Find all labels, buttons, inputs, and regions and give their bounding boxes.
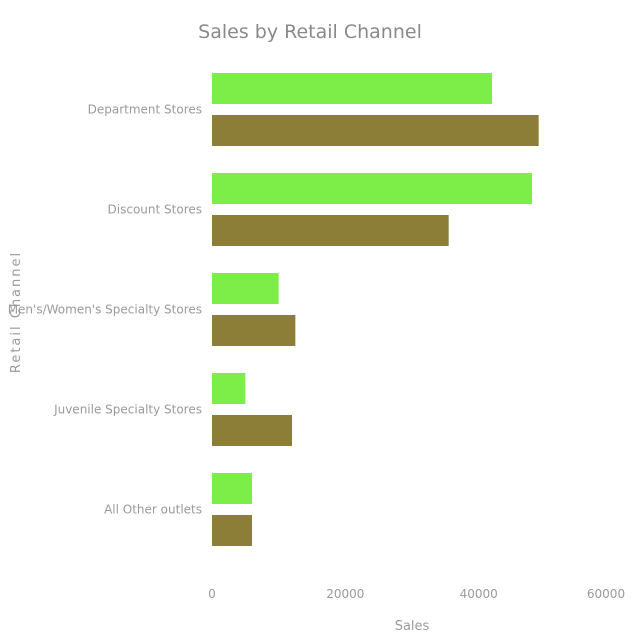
x-tick-label: 40000 <box>460 587 498 601</box>
bar-series-2 <box>212 415 292 446</box>
bars <box>212 73 539 546</box>
bar-series-2 <box>212 115 539 146</box>
x-tick-label: 0 <box>208 587 216 601</box>
bar-series-1 <box>212 73 492 104</box>
bar-series-2 <box>212 215 449 246</box>
x-tick-label: 60000 <box>587 587 625 601</box>
bar-series-1 <box>212 173 532 204</box>
bar-series-2 <box>212 515 252 546</box>
x-axis-tick-labels: 0 20000 40000 60000 <box>208 587 625 601</box>
y-tick-label: Juvenile Specialty Stores <box>53 403 202 417</box>
bar-series-2 <box>212 315 296 346</box>
x-axis-title: Sales <box>395 619 430 634</box>
y-tick-label: Department Stores <box>88 103 202 117</box>
x-tick-label: 20000 <box>326 587 364 601</box>
y-tick-label: All Other outlets <box>104 503 202 517</box>
bar-series-1 <box>212 473 252 504</box>
y-tick-label: Discount Stores <box>108 203 202 217</box>
chart-title: Sales by Retail Channel <box>198 21 422 43</box>
bar-series-1 <box>212 373 246 404</box>
y-axis-labels: Department Stores Discount Stores Men's/Wo… <box>8 103 202 517</box>
bar-series-1 <box>212 273 279 304</box>
y-axis-title: Retail Channel <box>9 251 24 373</box>
y-tick-label: Men's/Women's Specialty Stores <box>8 303 202 317</box>
